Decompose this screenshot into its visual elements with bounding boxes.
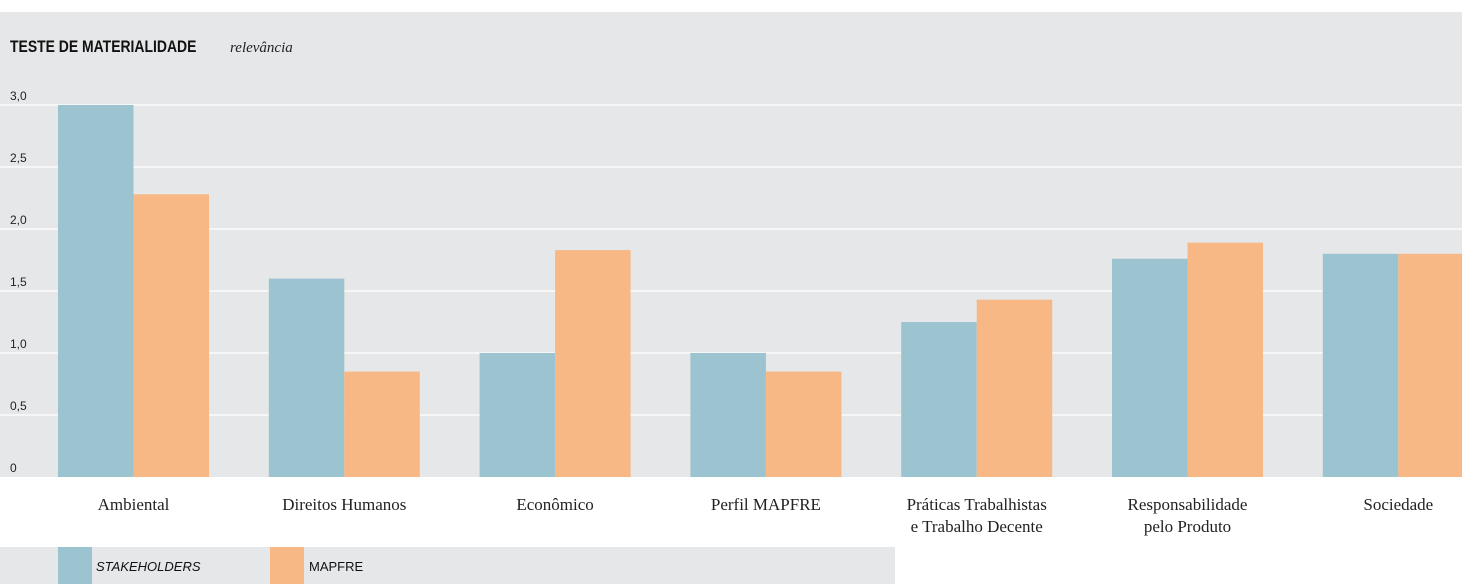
x-tick-label: Sociedade	[1363, 495, 1433, 514]
legend-swatch-mapfre	[270, 547, 304, 584]
y-tick-label: 3,0	[10, 89, 27, 103]
x-tick-label: pelo Produto	[1144, 517, 1231, 536]
y-tick-label: 2,0	[10, 213, 27, 227]
bar	[479, 353, 556, 477]
y-tick-label: 2,5	[10, 151, 27, 165]
legend-label-mapfre: MAPFRE	[309, 559, 364, 574]
bar	[901, 322, 977, 477]
bar	[765, 371, 842, 477]
legend-swatch-stakeholders	[58, 547, 92, 584]
x-tick-label: Responsabilidade	[1128, 495, 1248, 514]
chart-subtitle: relevância	[230, 40, 293, 56]
x-tick-label: e Trabalho Decente	[911, 517, 1043, 536]
bar	[1322, 253, 1399, 477]
bar	[58, 105, 134, 477]
bar	[1398, 253, 1462, 477]
bar	[1112, 258, 1188, 477]
y-tick-label: 1,0	[10, 337, 27, 351]
bar	[133, 194, 209, 477]
bar	[1187, 242, 1263, 477]
bar	[268, 278, 345, 477]
bar	[344, 371, 420, 477]
legend-label-stakeholders: STAKEHOLDERS	[96, 559, 201, 574]
x-tick-label: Perfil MAPFRE	[711, 495, 821, 514]
y-tick-label: 0,5	[10, 399, 27, 413]
chart-title: TESTE DE MATERIALIDADE	[10, 37, 197, 56]
y-tick-label: 1,5	[10, 275, 27, 289]
bar	[690, 353, 766, 477]
bar-chart: 0 0,5 1,0 1,5 2,0 2,5 3,0 Ambiental Direitos Hum…	[0, 89, 1462, 536]
y-tick-label: 0	[10, 461, 17, 475]
legend: STAKEHOLDERS MAPFRE	[0, 547, 895, 584]
bar	[976, 299, 1053, 477]
x-tick-label: Ambiental	[98, 495, 170, 514]
x-tick-label: Práticas Trabalhistas	[907, 495, 1047, 514]
x-tick-label: Direitos Humanos	[282, 495, 406, 514]
bar	[555, 250, 631, 477]
x-tick-label: Econômico	[516, 495, 593, 514]
